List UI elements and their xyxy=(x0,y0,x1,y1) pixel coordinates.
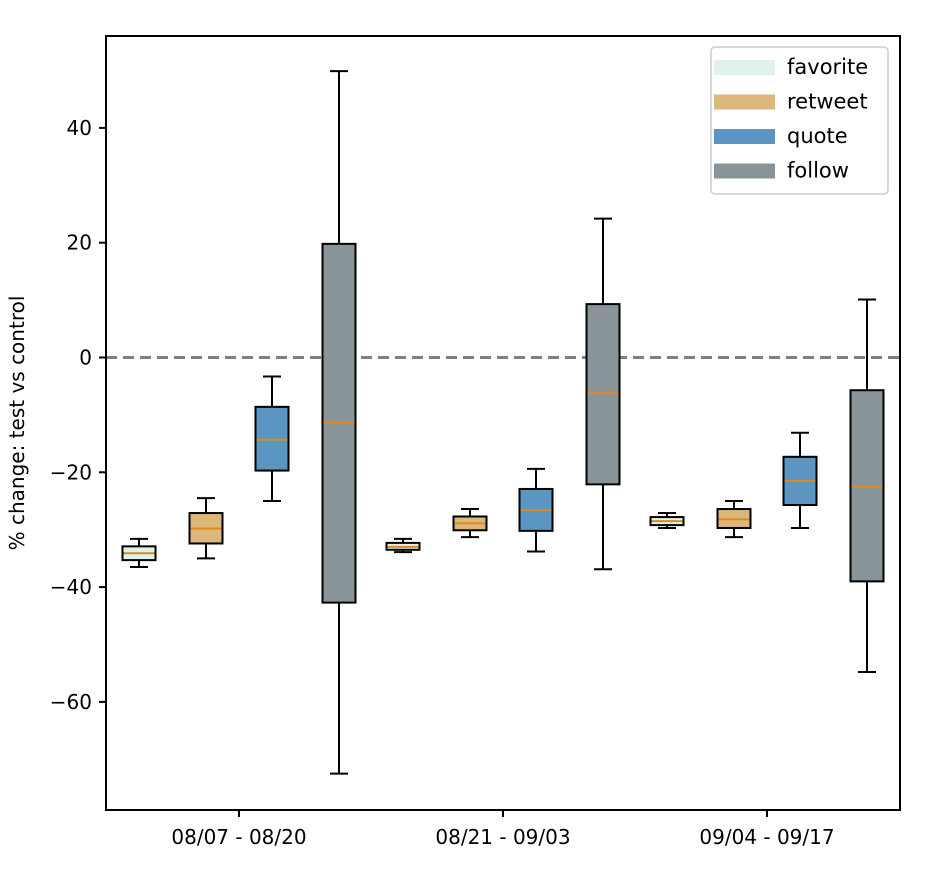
box-quote-3 xyxy=(782,431,818,529)
box-follow-2 xyxy=(585,217,621,571)
legend-frame xyxy=(710,46,889,195)
boxes xyxy=(121,70,885,775)
legend-label: follow xyxy=(787,159,849,183)
legend-label: favorite xyxy=(787,55,868,79)
y-tick-label: −60 xyxy=(50,690,92,714)
box-retweet-1 xyxy=(188,497,224,560)
y-tick-label: 20 xyxy=(67,231,92,255)
legend-swatch xyxy=(714,163,775,179)
legend-label: retweet xyxy=(787,90,868,114)
legend-item-quote: quote xyxy=(714,124,848,148)
box-follow-1 xyxy=(321,70,357,775)
legend-swatch xyxy=(714,129,775,144)
x-tick-label: 08/07 - 08/20 xyxy=(171,825,306,849)
legend-item-follow: follow xyxy=(714,159,849,183)
axes: −60 −40 −20 0 20 40 08/07 - 08/20 08/21 - 09/03… xyxy=(50,35,901,849)
box-quote-2 xyxy=(518,467,554,553)
box-quote-1 xyxy=(254,375,290,502)
y-tick-label: 40 xyxy=(67,116,92,140)
legend-item-favorite: favorite xyxy=(714,55,868,79)
legend: favorite retweet quote follow xyxy=(710,46,889,195)
x-tick-label: 08/21 - 09/03 xyxy=(435,825,570,849)
y-tick-label: −20 xyxy=(50,460,92,484)
y-axis-label: % change: test vs control xyxy=(5,296,29,551)
box-favorite-3 xyxy=(649,512,685,529)
box-retweet-3 xyxy=(716,500,752,539)
box-retweet-2 xyxy=(452,508,488,539)
legend-swatch xyxy=(714,94,775,110)
box-favorite-1 xyxy=(121,537,157,569)
y-tick-label: −40 xyxy=(50,575,92,599)
box-favorite-2 xyxy=(385,537,421,554)
box-follow-3 xyxy=(849,298,885,674)
legend-swatch xyxy=(714,60,775,75)
legend-label: quote xyxy=(787,124,848,148)
box-body xyxy=(585,303,621,486)
y-tick-label: 0 xyxy=(79,346,92,370)
legend-item-retweet: retweet xyxy=(714,90,868,114)
x-tick-label: 09/04 - 09/17 xyxy=(699,825,834,849)
